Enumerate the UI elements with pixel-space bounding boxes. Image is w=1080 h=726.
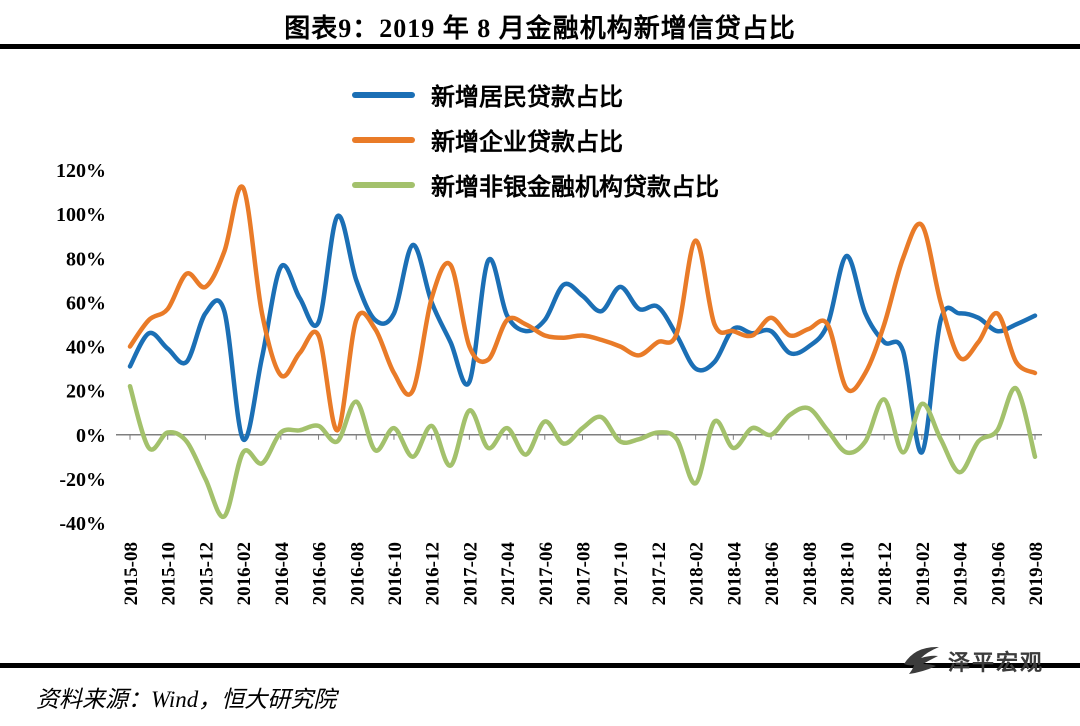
svg-text:2018-10: 2018-10 (837, 542, 858, 605)
legend-item-residents: 新增居民贷款占比 (352, 78, 719, 111)
svg-text:60%: 60% (66, 292, 106, 314)
brand-name: 泽平宏观 (947, 650, 1044, 675)
brand-mark: 泽平宏观 (901, 644, 1044, 678)
eagle-logo-icon (903, 646, 939, 674)
svg-text:2016-04: 2016-04 (272, 542, 293, 606)
legend-swatch-enterprises-icon (352, 136, 415, 143)
svg-text:2015-08: 2015-08 (121, 542, 142, 605)
legend-swatch-nonbank-icon (352, 181, 415, 188)
svg-text:2016-08: 2016-08 (347, 542, 368, 605)
svg-text:0%: 0% (76, 425, 106, 447)
legend: 新增居民贷款占比 新增企业贷款占比 新增非银金融机构贷款占比 (352, 78, 719, 213)
svg-text:40%: 40% (66, 337, 106, 359)
chart-title: 图表9：2019 年 8 月金融机构新增信贷占比 (284, 14, 796, 43)
source-name: Wind (151, 687, 199, 712)
svg-text:2016-12: 2016-12 (423, 542, 444, 605)
svg-text:2018-04: 2018-04 (724, 542, 745, 606)
svg-text:2016-10: 2016-10 (385, 542, 406, 605)
svg-text:2017-04: 2017-04 (498, 542, 519, 606)
source-prefix: 资料来源： (36, 687, 151, 712)
legend-swatch-residents-icon (352, 91, 415, 98)
top-rule (0, 44, 1080, 49)
svg-text:2018-06: 2018-06 (762, 542, 783, 605)
svg-text:20%: 20% (66, 381, 106, 403)
svg-text:2018-12: 2018-12 (875, 542, 896, 605)
svg-text:2017-10: 2017-10 (611, 542, 632, 605)
svg-text:2019-02: 2019-02 (913, 542, 934, 605)
source-note: 资料来源：Wind，恒大研究院 (36, 680, 336, 714)
legend-label-nonbank: 新增非银金融机构贷款占比 (431, 175, 719, 201)
svg-text:-40%: -40% (59, 513, 106, 535)
svg-text:2019-08: 2019-08 (1026, 542, 1047, 605)
source-suffix: ，恒大研究院 (198, 687, 337, 712)
svg-text:2016-06: 2016-06 (310, 542, 331, 605)
svg-text:100%: 100% (56, 204, 106, 226)
svg-text:2017-02: 2017-02 (460, 542, 481, 605)
legend-item-enterprises: 新增企业贷款占比 (352, 123, 719, 156)
svg-text:2019-06: 2019-06 (988, 542, 1009, 605)
svg-text:2015-12: 2015-12 (196, 542, 217, 605)
svg-text:2015-10: 2015-10 (159, 542, 180, 605)
legend-label-enterprises: 新增企业贷款占比 (431, 130, 623, 156)
svg-text:2018-08: 2018-08 (800, 542, 821, 605)
svg-text:120%: 120% (56, 160, 106, 182)
svg-text:2016-02: 2016-02 (234, 542, 255, 605)
svg-text:80%: 80% (66, 248, 106, 270)
svg-text:2017-06: 2017-06 (536, 542, 557, 605)
svg-text:2019-04: 2019-04 (951, 542, 972, 606)
svg-text:2018-02: 2018-02 (687, 542, 708, 605)
legend-item-nonbank: 新增非银金融机构贷款占比 (352, 168, 719, 201)
svg-text:2017-12: 2017-12 (649, 542, 670, 605)
svg-text:2017-08: 2017-08 (574, 542, 595, 605)
legend-label-residents: 新增居民贷款占比 (431, 85, 623, 111)
svg-text:-20%: -20% (59, 469, 106, 491)
bottom-rule (0, 663, 1080, 668)
